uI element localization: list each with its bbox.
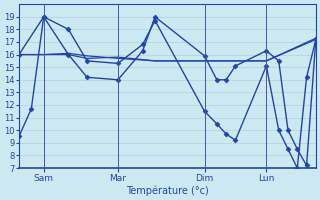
X-axis label: Température (°c): Température (°c)	[126, 185, 209, 196]
